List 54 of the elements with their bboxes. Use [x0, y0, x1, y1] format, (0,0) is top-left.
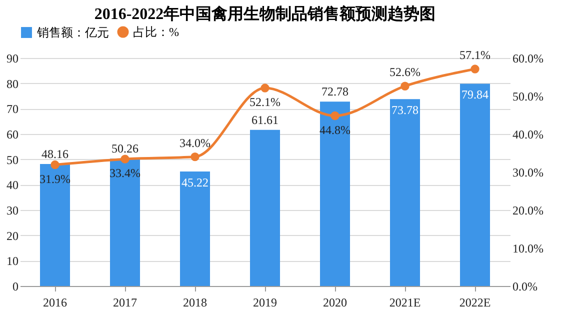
x-tick-label: 2021E: [389, 296, 421, 310]
bar: [460, 84, 490, 286]
point: [120, 154, 130, 164]
x-tick-label: 2018: [183, 296, 207, 310]
point: [400, 82, 410, 90]
data-label: 52.6%: [390, 65, 420, 80]
point: [50, 160, 60, 170]
y-tick-label: 60: [6, 128, 18, 142]
y2-tick-label: 30.0%: [512, 166, 544, 180]
bar: [110, 158, 140, 286]
y-tick-label: 80: [6, 76, 18, 91]
data-label: 57.1%: [460, 48, 490, 62]
y-tick-label: 20: [6, 228, 18, 243]
y-tick-label: 0: [12, 280, 18, 294]
point: [330, 111, 340, 120]
point: [190, 152, 200, 162]
y2-tick-label: 20.0%: [512, 204, 544, 218]
data-label: 45.22: [182, 175, 208, 190]
data-label: 33.4%: [110, 166, 140, 180]
x-tick-label: 2020: [323, 296, 347, 310]
y-tick-label: 30: [6, 204, 18, 218]
data-label: 73.78: [392, 103, 418, 118]
data-label: 61.61: [252, 112, 278, 127]
y-tick-label: 10: [6, 254, 18, 268]
bar: [250, 130, 280, 286]
bar: [180, 171, 210, 286]
x-tick-label: 2016: [43, 296, 67, 310]
y2-tick-label: 50.0%: [512, 90, 544, 104]
data-label: 34.0%: [180, 136, 210, 150]
data-label: 72.78: [322, 84, 348, 99]
data-label: 79.84: [462, 88, 488, 102]
data-label: 31.9%: [40, 172, 70, 186]
bar: [40, 164, 70, 286]
point: [260, 84, 270, 92]
x-tick-label: 2019: [253, 296, 277, 310]
y2-tick-label: 60.0%: [512, 52, 544, 66]
y2-tick-label: 40.0%: [512, 128, 544, 142]
data-label: 48.16: [42, 146, 68, 161]
x-tick-label: 2022E: [459, 296, 491, 310]
bar: [320, 102, 350, 286]
y-tick-label: 70: [6, 102, 18, 116]
legend-label: 销售额：亿元: [36, 26, 109, 40]
y-tick-label: 40: [6, 178, 18, 192]
x-tick-label: 2017: [113, 296, 137, 310]
y-tick-label: 50: [6, 152, 18, 167]
chart-title: 2016-2022年中国禽用生物制品销售额预测趋势图: [94, 5, 436, 23]
y-tick-label: 90: [6, 52, 18, 66]
point: [470, 64, 480, 74]
y2-tick-label: 10.0%: [512, 242, 544, 256]
y2-tick-label: 0.0%: [512, 280, 538, 294]
bar: [390, 99, 420, 286]
data-label: 50.26: [112, 142, 138, 156]
legend-label: 占比：%: [133, 25, 179, 39]
data-label: 52.1%: [250, 95, 280, 110]
